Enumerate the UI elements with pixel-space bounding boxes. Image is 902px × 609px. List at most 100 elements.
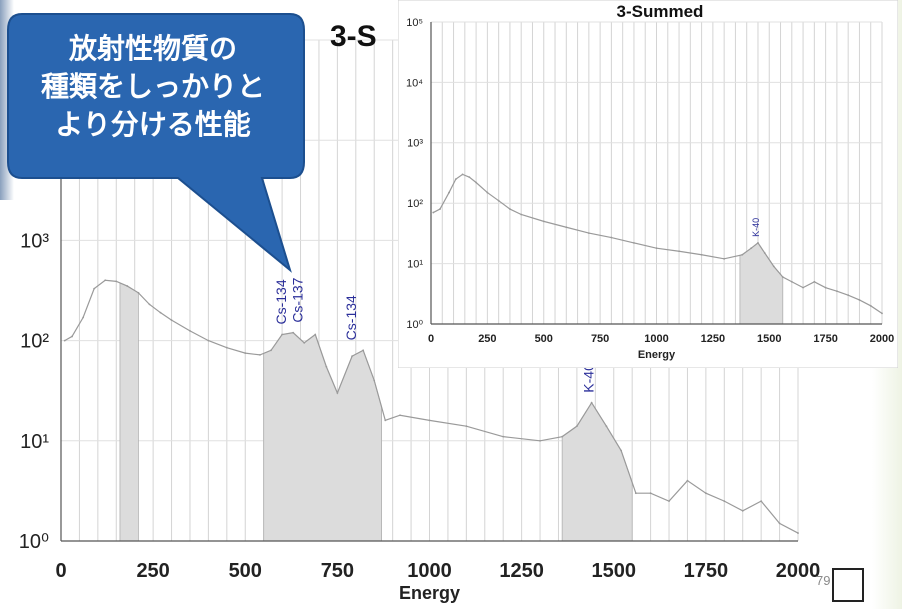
main-y-tick-label: 10⁰ <box>19 531 49 553</box>
inset-y-tick-label: 10⁵ <box>406 17 423 29</box>
inset-chart-title: 3-Summed <box>617 2 704 21</box>
main-chart-title: 3-S <box>330 20 377 53</box>
inset-data-point <box>881 312 883 315</box>
main-data-point <box>539 439 541 442</box>
inset-x-tick-label: 0 <box>428 333 434 345</box>
inset-data-point <box>790 280 793 283</box>
main-data-point <box>159 311 162 314</box>
main-x-tick-label: 1250 <box>499 560 544 582</box>
main-x-tick-label: 2000 <box>776 560 821 582</box>
main-data-point <box>620 449 623 452</box>
main-data-point <box>126 285 129 287</box>
inset-x-tick-label: 1750 <box>813 333 837 345</box>
main-peak-label: Cs-134 <box>343 295 359 340</box>
main-data-point <box>104 279 107 282</box>
inset-x-tick-label: 2000 <box>870 333 894 345</box>
main-y-tick-label: 10¹ <box>20 431 49 453</box>
main-data-point <box>325 365 328 368</box>
callout-bubble: 放射性物質の 種類をしっかりと より分ける性能 <box>0 0 340 300</box>
main-data-point <box>590 401 593 404</box>
inset-x-tick-label: 1500 <box>757 333 781 345</box>
main-shaded-region <box>119 282 139 542</box>
inset-x-tick-label: 1000 <box>644 333 668 345</box>
inset-data-point <box>678 250 680 253</box>
page-number: 79 <box>816 573 831 588</box>
inset-data-point <box>750 247 753 250</box>
page-number-box <box>832 568 864 602</box>
main-data-point <box>362 349 365 352</box>
main-x-tick-label: 1750 <box>684 560 729 582</box>
inset-data-point <box>763 252 766 254</box>
main-data-point <box>336 392 339 394</box>
inset-data-point <box>723 257 726 260</box>
main-data-point <box>704 492 707 495</box>
main-data-point <box>93 287 96 290</box>
main-data-point <box>170 319 173 322</box>
inset-y-tick-label: 10⁰ <box>406 319 423 331</box>
main-data-point <box>63 339 66 342</box>
main-data-point <box>137 291 140 294</box>
main-data-point <box>778 522 781 525</box>
main-shaded-region <box>263 332 382 542</box>
inset-data-point <box>542 220 545 223</box>
main-data-point <box>605 425 608 428</box>
main-data-point <box>292 331 295 334</box>
inset-data-point <box>587 232 590 234</box>
main-data-point <box>502 435 505 438</box>
inset-x-tick-label: 500 <box>535 333 553 345</box>
main-x-tick-label: 750 <box>321 560 354 582</box>
inset-data-point <box>869 304 872 307</box>
main-data-point <box>686 479 689 482</box>
main-data-point <box>741 509 744 512</box>
main-data-point <box>428 419 431 422</box>
main-y-tick-label: 10² <box>20 331 49 353</box>
main-x-tick-label: 1000 <box>407 560 452 582</box>
inset-data-point <box>847 294 850 297</box>
inset-data-point <box>509 208 511 210</box>
inset-data-point <box>802 286 804 289</box>
main-data-point <box>399 414 401 417</box>
main-x-tick-label: 1500 <box>592 560 637 582</box>
main-data-point <box>259 353 261 356</box>
inset-x-tick-label: 750 <box>591 333 609 345</box>
main-data-point <box>270 349 272 352</box>
main-data-point <box>314 333 317 336</box>
main-data-point <box>82 316 85 319</box>
inset-data-point <box>475 181 477 184</box>
inset-data-point <box>454 178 457 181</box>
inset-data-point <box>813 280 816 283</box>
inset-data-point <box>432 211 435 214</box>
main-data-point <box>760 500 763 503</box>
inset-data-point <box>439 208 441 210</box>
callout-text: 放射性物質の 種類をしっかりと より分ける性能 <box>40 32 265 141</box>
main-data-point <box>668 500 670 503</box>
inset-data-point <box>486 191 489 194</box>
main-data-point <box>148 303 151 306</box>
inset-y-tick-label: 10³ <box>407 138 423 150</box>
main-data-point <box>634 492 637 495</box>
inset-data-point <box>655 247 658 250</box>
inset-data-point <box>741 253 744 256</box>
main-peak-label: Cs-134 <box>273 279 289 324</box>
inset-data-point <box>448 191 450 194</box>
main-x-axis-label: Energy <box>399 583 460 603</box>
inset-data-point <box>461 173 464 176</box>
inset-data-point <box>565 226 568 229</box>
inset-summed-spectrum-chart: 0 250 500 750 1000 1250 1500 1750 2000 10⁰ 10¹ 10² 1… <box>398 0 898 368</box>
main-data-point <box>351 355 354 358</box>
inset-data-point <box>497 199 500 202</box>
inset-y-tick-label: 10² <box>407 198 423 210</box>
main-data-point <box>207 339 210 342</box>
inset-x-axis-label: Energy <box>638 349 676 361</box>
main-data-point <box>797 532 799 534</box>
main-data-point <box>244 352 247 355</box>
callout-shape <box>7 13 305 273</box>
inset-data-point <box>781 276 784 278</box>
main-data-point <box>649 492 652 495</box>
inset-data-point <box>836 290 838 293</box>
main-data-point <box>384 419 387 422</box>
main-data-point <box>576 425 578 428</box>
main-data-point <box>465 425 468 428</box>
main-data-point <box>303 341 306 344</box>
main-data-point <box>189 329 191 332</box>
